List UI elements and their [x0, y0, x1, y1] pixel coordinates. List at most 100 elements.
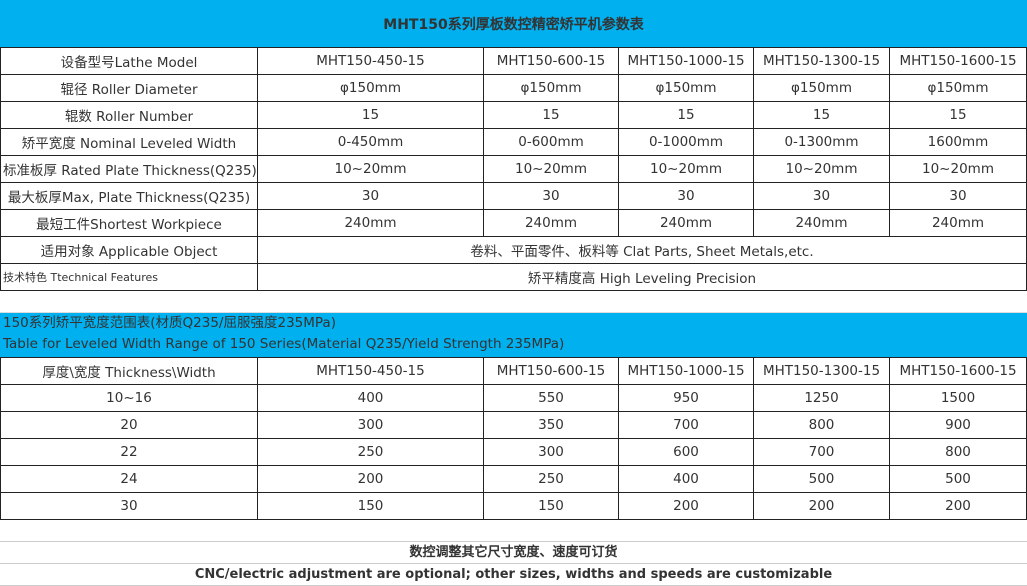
width-row: 10~16 400 550 950 1250 1500	[0, 384, 1027, 412]
cell-value: 800	[889, 438, 1027, 466]
cell-value: 950	[618, 384, 754, 412]
spec-row: 辊径 Roller Diameter φ150mm φ150mm φ150mm φ150…	[0, 74, 1027, 102]
cell-value: 250	[257, 438, 484, 466]
width-table-title-en: Table for Leveled Width Range of 150 Ser…	[3, 336, 565, 352]
cell-value: 30	[889, 182, 1027, 210]
cell-value: 卷料、平面零件、板料等 Clat Parts, Sheet Metals,etc…	[257, 236, 1027, 264]
cell-value: 10~20mm	[483, 155, 619, 183]
row-label: 标准板厚 Rated Plate Thickness(Q235)	[0, 155, 258, 183]
width-table-title: 150系列矫平宽度范围表(材质Q235/屈服强度235MPa) Table fo…	[0, 313, 1027, 357]
cell-value: 240mm	[257, 209, 484, 237]
cell-value: 10~20mm	[753, 155, 890, 183]
spacer-row	[0, 294, 1027, 313]
cell-value: 15	[483, 101, 619, 129]
cell-value: 200	[753, 492, 890, 520]
cell-value: φ150mm	[753, 74, 890, 102]
column-header: MHT150-1000-15	[618, 357, 754, 385]
row-label: 矫平宽度 Nominal Leveled Width	[0, 128, 258, 156]
cell-value: 250	[483, 465, 619, 493]
width-row: 22 250 300 600 700 800	[0, 438, 1027, 466]
cell-value: 200	[618, 492, 754, 520]
spec-row: 矫平宽度 Nominal Leveled Width 0-450mm 0-600mm…	[0, 128, 1027, 156]
width-row: 20 300 350 700 800 900	[0, 411, 1027, 439]
cell-value: 0-450mm	[257, 128, 484, 156]
cell-value: 300	[483, 438, 619, 466]
width-row: 30 150 150 200 200 200	[0, 492, 1027, 520]
spec-row: 辊数 Roller Number 15 15 15 15 15	[0, 101, 1027, 129]
cell-value: φ150mm	[483, 74, 619, 102]
cell-value: 700	[753, 438, 890, 466]
spec-row: 技术特色 Ttechnical Features 矫平精度高 High Level…	[0, 263, 1027, 291]
cell-value: 400	[618, 465, 754, 493]
thickness-label: 22	[0, 438, 258, 466]
cell-value: 900	[889, 411, 1027, 439]
cell-value: 0-1000mm	[618, 128, 754, 156]
cell-value: 30	[753, 182, 890, 210]
row-label: 最短工件Shortest Workpiece	[0, 209, 258, 237]
cell-value: 1250	[753, 384, 890, 412]
spec-row: 适用对象 Applicable Object 卷料、平面零件、板料等 Clat P…	[0, 236, 1027, 264]
row-label: 辊径 Roller Diameter	[0, 74, 258, 102]
cell-value: 600	[618, 438, 754, 466]
cell-value: 0-1300mm	[753, 128, 890, 156]
cell-value: 30	[483, 182, 619, 210]
cell-value: 15	[618, 101, 754, 129]
column-header: MHT150-1300-15	[753, 357, 890, 385]
cell-value: 10~20mm	[618, 155, 754, 183]
thickness-label: 10~16	[0, 384, 258, 412]
cell-value: φ150mm	[618, 74, 754, 102]
width-table-title-cn: 150系列矫平宽度范围表(材质Q235/屈服强度235MPa)	[3, 315, 336, 331]
empty-row	[0, 520, 1027, 542]
cell-value: 300	[257, 411, 484, 439]
thickness-label: 30	[0, 492, 258, 520]
cell-value: 10~20mm	[889, 155, 1027, 183]
row-label: 设备型号Lathe Model	[0, 47, 258, 75]
page-title: MHT150系列厚板数控精密矫平机参数表	[0, 0, 1027, 47]
spec-row: 标准板厚 Rated Plate Thickness(Q235) 10~20mm 1…	[0, 155, 1027, 183]
cell-value: 15	[257, 101, 484, 129]
cell-value: φ150mm	[889, 74, 1027, 102]
row-label: 辊数 Roller Number	[0, 101, 258, 129]
row-label: 最大板厚Max, Plate Thickness(Q235)	[0, 182, 258, 210]
cell-value: 150	[257, 492, 484, 520]
column-header: MHT150-1600-15	[889, 357, 1027, 385]
cell-value: 30	[257, 182, 484, 210]
cell-value: 1500	[889, 384, 1027, 412]
cell-value: 200	[889, 492, 1027, 520]
cell-value: 500	[753, 465, 890, 493]
cell-value: 240mm	[618, 209, 754, 237]
cell-value: MHT150-1300-15	[753, 47, 890, 75]
thickness-label: 20	[0, 411, 258, 439]
cell-value: 240mm	[753, 209, 890, 237]
cell-value: 550	[483, 384, 619, 412]
cell-value: 240mm	[483, 209, 619, 237]
column-header: MHT150-450-15	[257, 357, 484, 385]
cell-value: 15	[753, 101, 890, 129]
cell-value: 15	[889, 101, 1027, 129]
note-cn: 数控调整其它尺寸宽度、速度可订货	[0, 542, 1027, 564]
cell-value: 150	[483, 492, 619, 520]
width-table: 厚度\宽度 Thickness\Width MHT150-450-15 MHT150…	[0, 357, 1027, 520]
cell-value: 0-600mm	[483, 128, 619, 156]
width-header-row: 厚度\宽度 Thickness\Width MHT150-450-15 MHT150…	[0, 357, 1027, 385]
column-header: 厚度\宽度 Thickness\Width	[0, 357, 258, 385]
cell-value: 800	[753, 411, 890, 439]
cell-value: 700	[618, 411, 754, 439]
cell-value: MHT150-1000-15	[618, 47, 754, 75]
cell-value: 200	[257, 465, 484, 493]
thickness-label: 24	[0, 465, 258, 493]
spec-table: 设备型号Lathe Model MHT150-450-15 MHT150-600-1…	[0, 47, 1027, 291]
cell-value: MHT150-450-15	[257, 47, 484, 75]
spec-row: 最大板厚Max, Plate Thickness(Q235) 30 30 30 30 30	[0, 182, 1027, 210]
cell-value: 500	[889, 465, 1027, 493]
width-row: 24 200 250 400 500 500	[0, 465, 1027, 493]
row-label: 技术特色 Ttechnical Features	[0, 263, 258, 291]
cell-value: 30	[618, 182, 754, 210]
cell-value: 10~20mm	[257, 155, 484, 183]
note-en: CNC/electric adjustment are optional; ot…	[0, 564, 1027, 586]
cell-value: 240mm	[889, 209, 1027, 237]
cell-value: 400	[257, 384, 484, 412]
cell-value: 矫平精度高 High Leveling Precision	[257, 263, 1027, 291]
spec-row: 设备型号Lathe Model MHT150-450-15 MHT150-600-1…	[0, 47, 1027, 75]
cell-value: 350	[483, 411, 619, 439]
